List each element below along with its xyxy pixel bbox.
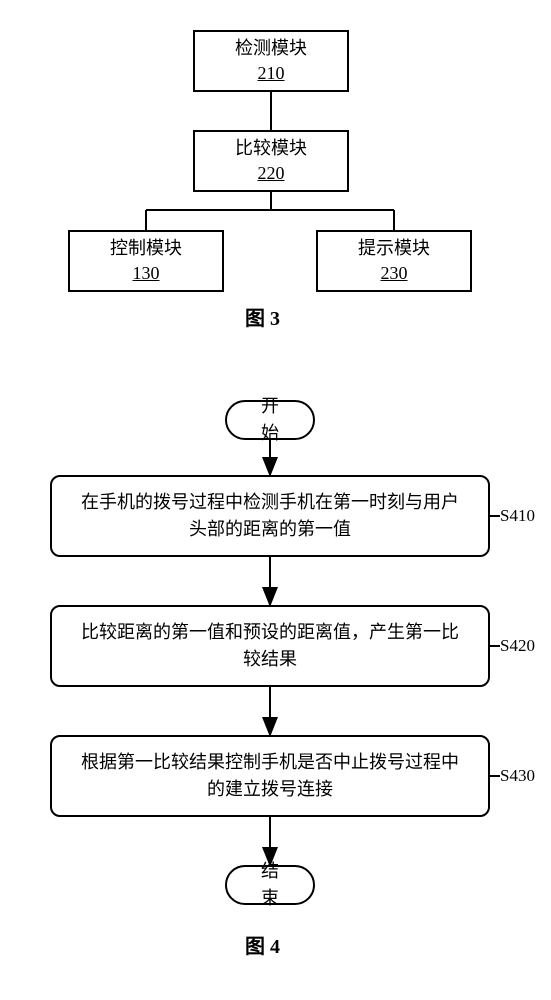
fig3-compare-module-box: 比较模块 220 (193, 130, 349, 192)
fig4-caption: 图 4 (245, 930, 280, 959)
fig4-s420-label: S420 (500, 636, 535, 656)
fig4-end-terminator: 结束 (225, 865, 315, 905)
fig3-control-num: 130 (133, 261, 160, 286)
fig4-s410-label: S410 (500, 506, 535, 526)
fig3-prompt-num: 230 (381, 261, 408, 286)
fig3-prompt-module-box: 提示模块 230 (316, 230, 472, 292)
fig4-start-terminator: 开始 (225, 400, 315, 440)
fig3-control-label: 控制模块 (110, 236, 182, 261)
fig4-s430-text: 根据第一比较结果控制手机是否中止拨号过程中 的建立拨号连接 (81, 749, 459, 803)
fig4-s420-text: 比较距离的第一值和预设的距离值，产生第一比 较结果 (81, 619, 459, 673)
fig4-step-s420: 比较距离的第一值和预设的距离值，产生第一比 较结果 (50, 605, 490, 687)
fig4-s410-text: 在手机的拨号过程中检测手机在第一时刻与用户 头部的距离的第一值 (81, 489, 459, 543)
fig4-step-s430: 根据第一比较结果控制手机是否中止拨号过程中 的建立拨号连接 (50, 735, 490, 817)
fig3-prompt-label: 提示模块 (358, 236, 430, 261)
fig4-s430-label: S430 (500, 766, 535, 786)
fig3-compare-label: 比较模块 (235, 136, 307, 161)
fig4-step-s410: 在手机的拨号过程中检测手机在第一时刻与用户 头部的距离的第一值 (50, 475, 490, 557)
fig3-detect-module-box: 检测模块 210 (193, 30, 349, 92)
fig3-compare-num: 220 (258, 161, 285, 186)
fig3-control-module-box: 控制模块 130 (68, 230, 224, 292)
fig3-detect-label: 检测模块 (235, 36, 307, 61)
fig3-caption: 图 3 (245, 302, 280, 331)
fig3-detect-num: 210 (258, 61, 285, 86)
